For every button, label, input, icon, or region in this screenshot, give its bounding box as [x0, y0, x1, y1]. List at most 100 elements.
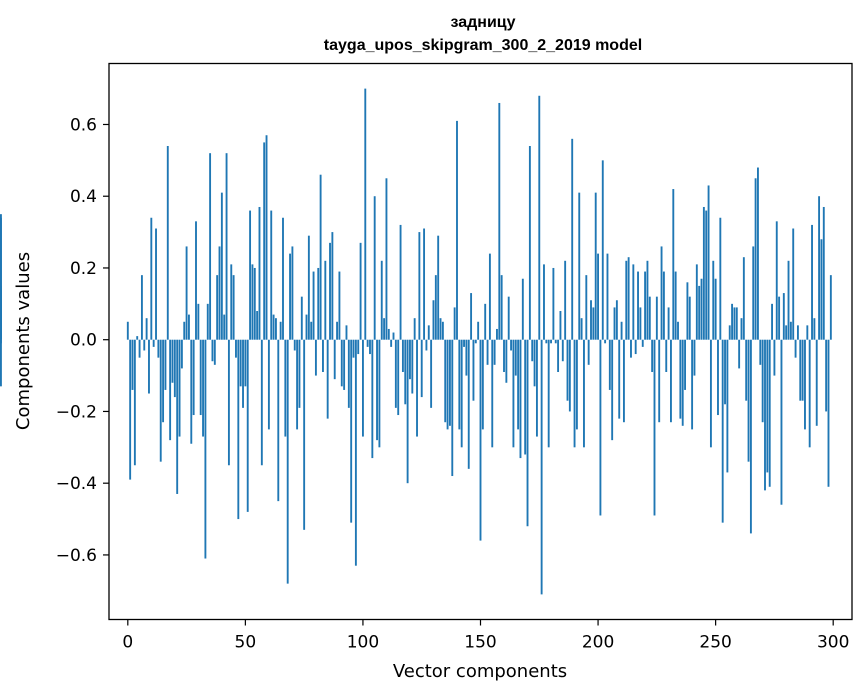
bar	[143, 339, 146, 351]
bar	[256, 311, 259, 340]
bar	[611, 339, 614, 441]
bar	[552, 267, 555, 340]
bar	[131, 339, 134, 390]
bar	[166, 146, 169, 340]
bar	[0, 214, 2, 340]
bar	[404, 339, 407, 405]
bar	[705, 210, 708, 340]
bar	[698, 285, 701, 340]
bar	[728, 325, 731, 340]
bar	[644, 271, 647, 340]
bar	[773, 339, 776, 376]
bar	[150, 217, 153, 340]
bar	[291, 246, 294, 340]
bar	[347, 339, 350, 408]
bar	[136, 336, 139, 340]
bar	[467, 339, 470, 469]
bar	[140, 275, 143, 340]
bar	[472, 339, 475, 401]
bar	[693, 339, 696, 376]
bar	[425, 339, 428, 351]
bar	[672, 189, 675, 340]
bar	[648, 296, 651, 340]
bar	[216, 275, 219, 340]
bar	[782, 293, 785, 340]
bar	[662, 271, 665, 340]
bar	[808, 339, 811, 448]
bar	[148, 339, 150, 394]
bar	[488, 253, 491, 340]
bar	[401, 339, 404, 372]
bar	[566, 339, 569, 401]
bar	[162, 339, 165, 423]
bar	[305, 314, 308, 340]
bar	[289, 253, 291, 340]
bar	[700, 278, 703, 340]
bar	[267, 339, 270, 430]
bar	[293, 339, 296, 351]
bar	[745, 339, 748, 401]
bar	[164, 339, 167, 390]
bar	[658, 339, 661, 423]
x-tick-label: 50	[235, 633, 257, 653]
bar	[446, 339, 449, 430]
bar	[738, 339, 741, 369]
bar	[423, 228, 426, 340]
bar	[505, 339, 508, 383]
bar	[185, 246, 188, 340]
bar	[169, 339, 172, 441]
bar	[735, 307, 738, 340]
bar	[484, 303, 487, 340]
bar	[378, 339, 381, 448]
bar	[376, 339, 378, 441]
bar	[613, 307, 616, 340]
bar	[451, 339, 454, 477]
bar	[618, 339, 621, 419]
bar	[533, 339, 536, 387]
bar	[232, 275, 235, 340]
bar	[651, 339, 654, 372]
bar	[413, 318, 416, 340]
bar	[771, 303, 773, 340]
bar	[354, 339, 357, 566]
x-tick-label: 0	[122, 633, 133, 653]
bar	[439, 318, 442, 340]
bar	[726, 339, 729, 473]
bar	[528, 146, 531, 340]
bar	[796, 325, 799, 340]
bar	[587, 339, 590, 365]
bar	[155, 228, 157, 340]
bar	[394, 339, 397, 408]
bar	[519, 339, 522, 459]
x-tick-label: 100	[347, 633, 379, 653]
bar	[188, 314, 190, 340]
bar	[500, 275, 503, 340]
bar	[373, 196, 376, 340]
bar	[192, 339, 195, 416]
bar	[206, 303, 209, 340]
bar	[479, 339, 482, 541]
bar	[778, 296, 781, 340]
bar	[322, 339, 324, 372]
bar	[242, 339, 244, 408]
bar	[792, 228, 795, 340]
bar	[465, 339, 468, 376]
bar	[554, 339, 557, 344]
bar	[583, 339, 585, 448]
bar	[585, 275, 588, 340]
bar	[604, 339, 607, 344]
bar	[411, 339, 414, 394]
bar	[211, 339, 214, 362]
bar	[284, 339, 287, 437]
bar	[343, 339, 346, 390]
chart-subtitle: tayga_upos_skipgram_300_2_2019 model	[324, 37, 642, 54]
bar	[630, 339, 632, 358]
bar	[799, 339, 802, 401]
bar	[789, 321, 792, 340]
bar	[319, 174, 322, 340]
y-axis-ticks: −0.6 −0.4 −0.2 0.0 0.2 0.4 0.6	[56, 115, 109, 566]
bar	[561, 339, 564, 362]
bar	[787, 260, 790, 340]
bar	[733, 307, 736, 340]
bar	[660, 246, 663, 340]
